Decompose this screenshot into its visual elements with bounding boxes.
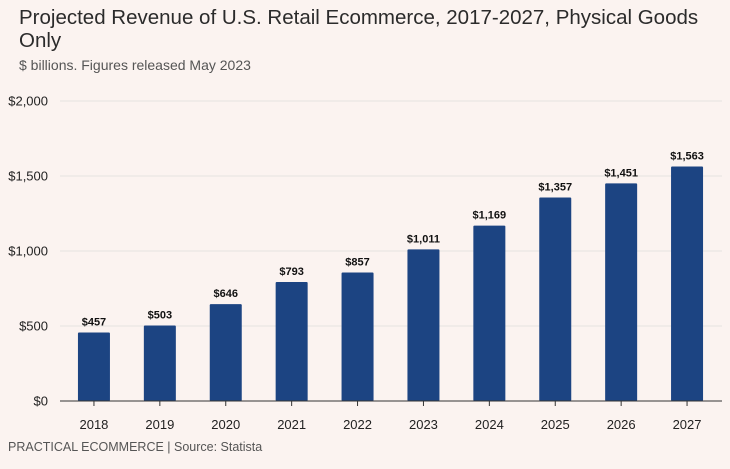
x-tick-label: 2025 — [541, 417, 570, 432]
data-label: $1,169 — [473, 210, 507, 222]
x-tick-label: 2021 — [277, 417, 306, 432]
y-tick-label: $2,000 — [8, 94, 48, 109]
data-label: $646 — [214, 288, 238, 300]
y-tick-label: $500 — [19, 319, 48, 334]
bar — [539, 197, 572, 401]
x-tick-label: 2019 — [145, 417, 174, 432]
bar — [671, 166, 704, 401]
bar — [143, 325, 176, 401]
data-label: $1,563 — [670, 151, 704, 163]
x-tick-label: 2027 — [673, 417, 702, 432]
x-tick-label: 2020 — [211, 417, 240, 432]
data-label: $793 — [279, 266, 303, 278]
data-label: $1,451 — [604, 167, 638, 179]
source-footer: PRACTICAL ECOMMERCE | Source: Statista — [8, 440, 263, 454]
x-tick-label: 2022 — [343, 417, 372, 432]
x-tick-label: 2024 — [475, 417, 504, 432]
bar — [275, 282, 308, 401]
data-label: $1,357 — [538, 181, 572, 193]
bar — [605, 183, 638, 401]
bar — [209, 304, 242, 401]
data-label: $1,011 — [407, 233, 440, 245]
bar — [407, 249, 440, 401]
data-label: $457 — [82, 316, 106, 328]
y-tick-label: $1,500 — [8, 169, 48, 184]
bar — [473, 225, 506, 401]
data-label: $503 — [148, 310, 172, 322]
chart-title: Projected Revenue of U.S. Retail Ecommer… — [19, 6, 699, 52]
x-tick-label: 2023 — [409, 417, 438, 432]
data-label: $857 — [345, 256, 369, 268]
x-tick-label: 2026 — [607, 417, 636, 432]
y-tick-label: $0 — [34, 394, 48, 409]
x-tick-label: 2018 — [79, 417, 108, 432]
bar — [77, 332, 110, 401]
bar — [341, 272, 374, 401]
chart-subtitle: $ billions. Figures released May 2023 — [19, 57, 251, 73]
y-tick-label: $1,000 — [8, 244, 48, 259]
